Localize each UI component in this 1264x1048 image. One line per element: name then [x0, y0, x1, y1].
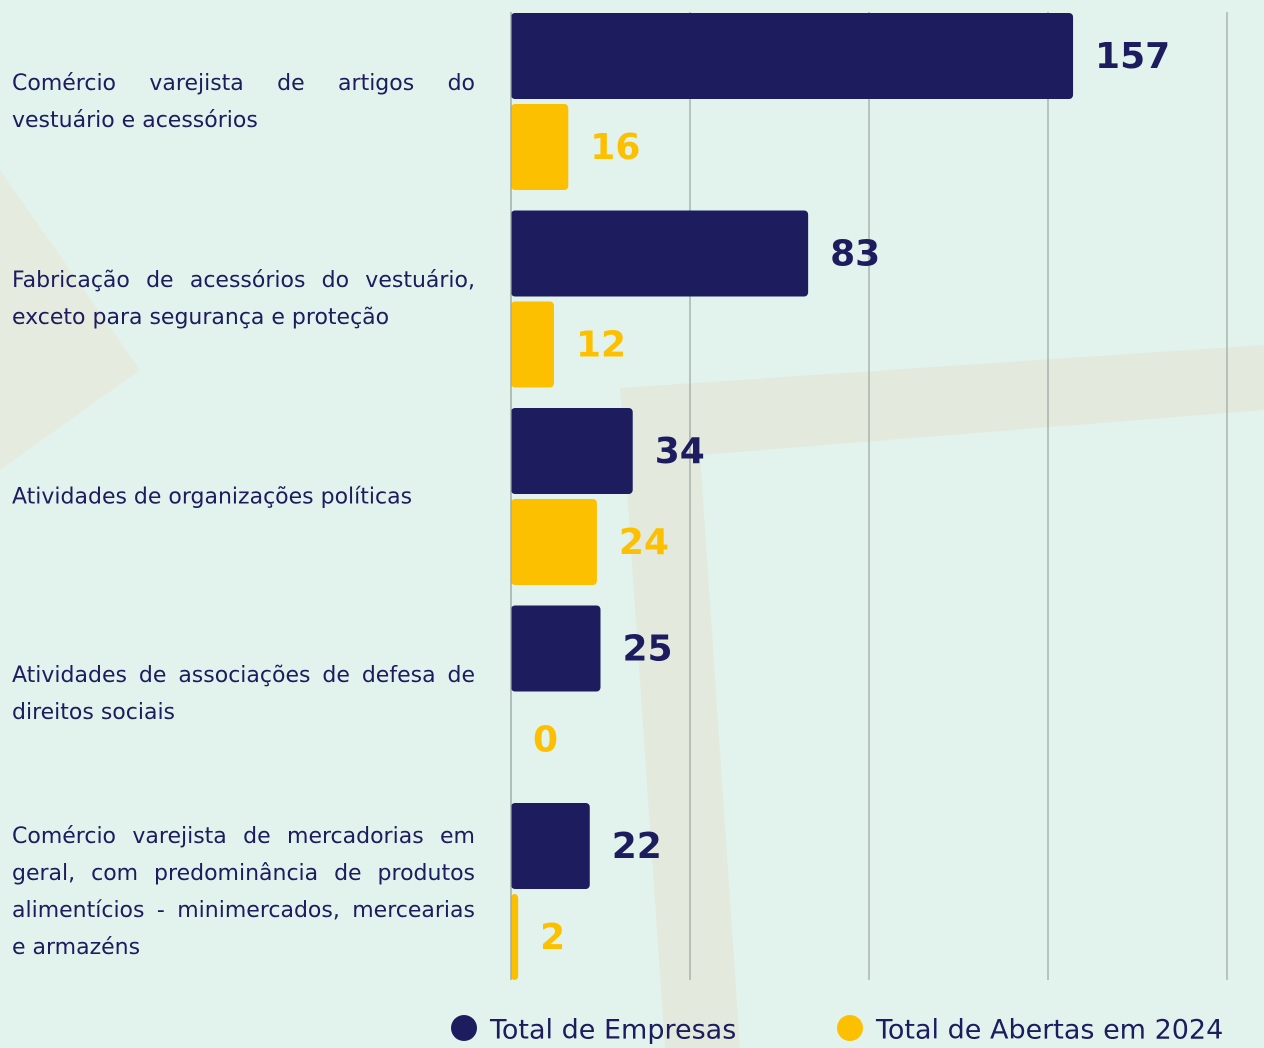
category-label: Atividades de organizações políticas	[12, 484, 413, 509]
value-label: 22	[612, 826, 662, 867]
legend-marker	[451, 1015, 477, 1041]
bar	[511, 894, 519, 980]
category-label: Comércio varejista de artigos do vestuár…	[12, 70, 475, 133]
value-label: 2	[540, 917, 565, 958]
value-label: 25	[623, 629, 673, 670]
category-label: Atividades de associações de defesa de d…	[12, 663, 475, 725]
decoration	[620, 345, 1264, 1048]
value-label: 16	[590, 127, 640, 168]
bar	[511, 408, 633, 494]
category-label: Fabricação de acessórios do vestuário, e…	[12, 268, 475, 330]
category-label: Comércio varejista de mercadorias em ger…	[12, 823, 475, 960]
value-label: 83	[830, 234, 880, 275]
decoration	[0, 170, 140, 470]
bar	[511, 499, 597, 585]
legend-marker	[837, 1015, 863, 1041]
bar	[511, 13, 1074, 99]
legend-label: Total de Abertas em 2024	[875, 1015, 1223, 1046]
legend-label: Total de Empresas	[489, 1015, 736, 1046]
value-label: 0	[533, 720, 558, 761]
value-label: 157	[1095, 36, 1170, 77]
bar	[511, 104, 569, 190]
bar	[511, 803, 590, 889]
bar	[511, 210, 809, 297]
value-label: 24	[619, 522, 669, 563]
bar	[511, 301, 554, 388]
bar	[511, 605, 601, 692]
value-label: 34	[655, 431, 705, 472]
value-label: 12	[576, 325, 626, 366]
